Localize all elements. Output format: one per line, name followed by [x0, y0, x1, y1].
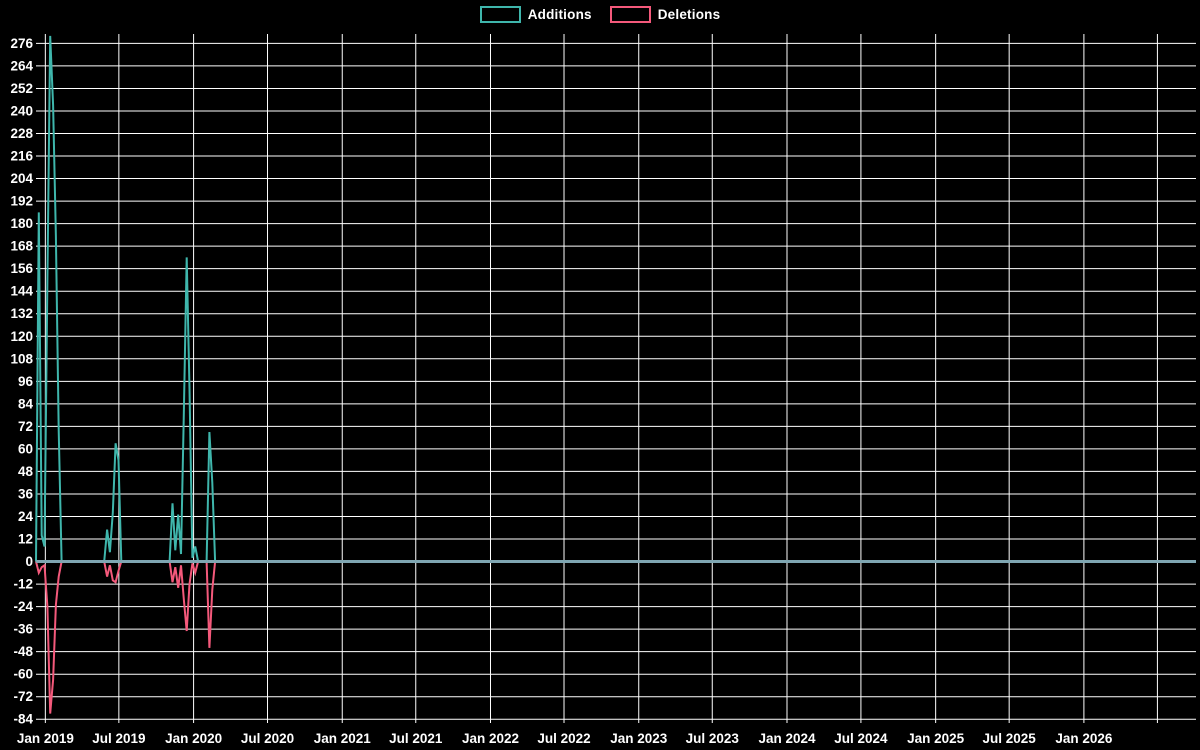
x-tick-label: Jul 2025 [983, 731, 1037, 746]
y-tick-label: 156 [10, 261, 33, 276]
legend-item-deletions[interactable]: Deletions [609, 6, 721, 23]
y-tick-label: 120 [10, 329, 33, 344]
vertical-gridlines [44, 34, 1158, 723]
x-tick-label: Jan 2026 [1055, 731, 1113, 746]
y-axis-labels: 2762642522402282162041921801681561441321… [10, 36, 33, 727]
y-tick-label: 24 [18, 509, 34, 524]
x-tick-label: Jan 2022 [462, 731, 519, 746]
y-tick-label: 96 [18, 374, 34, 389]
y-tick-label: 228 [10, 126, 33, 141]
y-tick-label: 0 [25, 554, 33, 569]
y-tick-label: 12 [18, 532, 33, 547]
y-tick-label: 108 [10, 351, 33, 366]
y-tick-label: 240 [10, 103, 33, 118]
y-tick-label: 144 [10, 284, 33, 299]
y-tick-label: 36 [18, 486, 34, 501]
y-tick-label: 264 [10, 58, 33, 73]
y-tick-label: -36 [13, 622, 33, 637]
y-tick-label: 192 [10, 194, 33, 209]
x-tick-label: Jul 2023 [686, 731, 740, 746]
y-tick-label: 252 [10, 81, 33, 96]
y-tick-label: 48 [18, 464, 34, 479]
deletions-swatch-icon [609, 6, 651, 23]
x-tick-label: Jan 2024 [758, 731, 816, 746]
x-tick-label: Jan 2019 [17, 731, 74, 746]
y-tick-label: -60 [13, 667, 33, 682]
chart-legend: Additions Deletions [0, 6, 1200, 23]
horizontal-gridlines [36, 42, 1196, 720]
legend-item-additions[interactable]: Additions [479, 6, 592, 23]
additions-legend-label: Additions [527, 7, 592, 22]
x-tick-label: Jan 2025 [907, 731, 965, 746]
deletions-legend-label: Deletions [657, 7, 721, 22]
y-tick-label: -12 [13, 577, 33, 592]
x-tick-label: Jul 2020 [241, 731, 294, 746]
x-axis-labels: Jan 2019 Jul 2019 Jan 2020 Jul 2020 Jan 2021… [17, 731, 1113, 746]
y-tick-label: -48 [13, 644, 33, 659]
x-tick-label: Jul 2021 [389, 731, 443, 746]
additions-swatch-icon [479, 6, 521, 23]
x-tick-label: Jul 2022 [537, 731, 590, 746]
x-tick-label: Jul 2019 [92, 731, 145, 746]
y-tick-label: 204 [10, 171, 33, 186]
x-tick-label: Jul 2024 [834, 731, 888, 746]
y-tick-label: 168 [10, 239, 33, 254]
x-tick-label: Jan 2020 [165, 731, 222, 746]
y-tick-label: 72 [18, 419, 33, 434]
y-tick-label: 132 [10, 306, 33, 321]
y-tick-label: 60 [18, 441, 33, 456]
x-tick-label: Jan 2023 [610, 731, 668, 746]
x-tick-label: Jan 2021 [314, 731, 372, 746]
y-tick-label: -72 [13, 689, 33, 704]
y-tick-label: -84 [13, 712, 33, 727]
y-tick-label: 216 [10, 149, 33, 164]
y-tick-label: 276 [10, 36, 33, 51]
y-tick-label: -24 [13, 599, 33, 614]
y-tick-label: 180 [10, 216, 33, 231]
y-tick-label: 84 [18, 396, 34, 411]
